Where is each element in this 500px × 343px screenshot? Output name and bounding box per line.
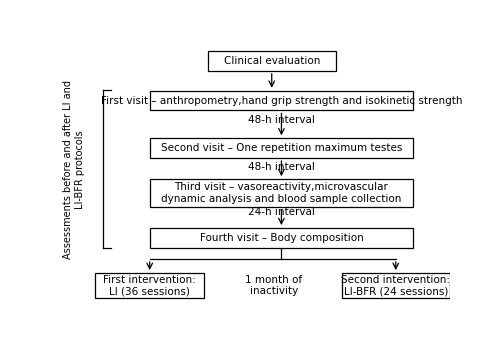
FancyBboxPatch shape [342,273,450,298]
FancyBboxPatch shape [96,273,204,298]
Text: First intervention:
LI (36 sessions): First intervention: LI (36 sessions) [104,275,196,296]
Text: 48-h interval: 48-h interval [248,115,315,125]
Text: First visit – anthropometry,hand grip strength and isokinetic strength: First visit – anthropometry,hand grip st… [100,96,462,106]
FancyBboxPatch shape [150,228,413,248]
Text: 1 month of
inactivity: 1 month of inactivity [245,275,302,296]
Text: Second visit – One repetition maximum testes: Second visit – One repetition maximum te… [161,143,402,153]
FancyBboxPatch shape [150,138,413,158]
Text: Clinical evaluation: Clinical evaluation [224,56,320,66]
Text: 24-h interval: 24-h interval [248,207,315,217]
FancyBboxPatch shape [150,179,413,207]
FancyBboxPatch shape [150,91,413,110]
Text: Second intervention:
LI-BFR (24 sessions): Second intervention: LI-BFR (24 sessions… [341,275,450,296]
Text: Fourth visit – Body composition: Fourth visit – Body composition [200,233,364,243]
Text: 48-h interval: 48-h interval [248,162,315,172]
Text: Assessments before and after LI and
LI-BFR protocols: Assessments before and after LI and LI-B… [64,80,85,259]
FancyBboxPatch shape [208,51,336,71]
Text: Third visit – vasoreactivity,microvascular
dynamic analysis and blood sample col: Third visit – vasoreactivity,microvascul… [161,182,402,204]
